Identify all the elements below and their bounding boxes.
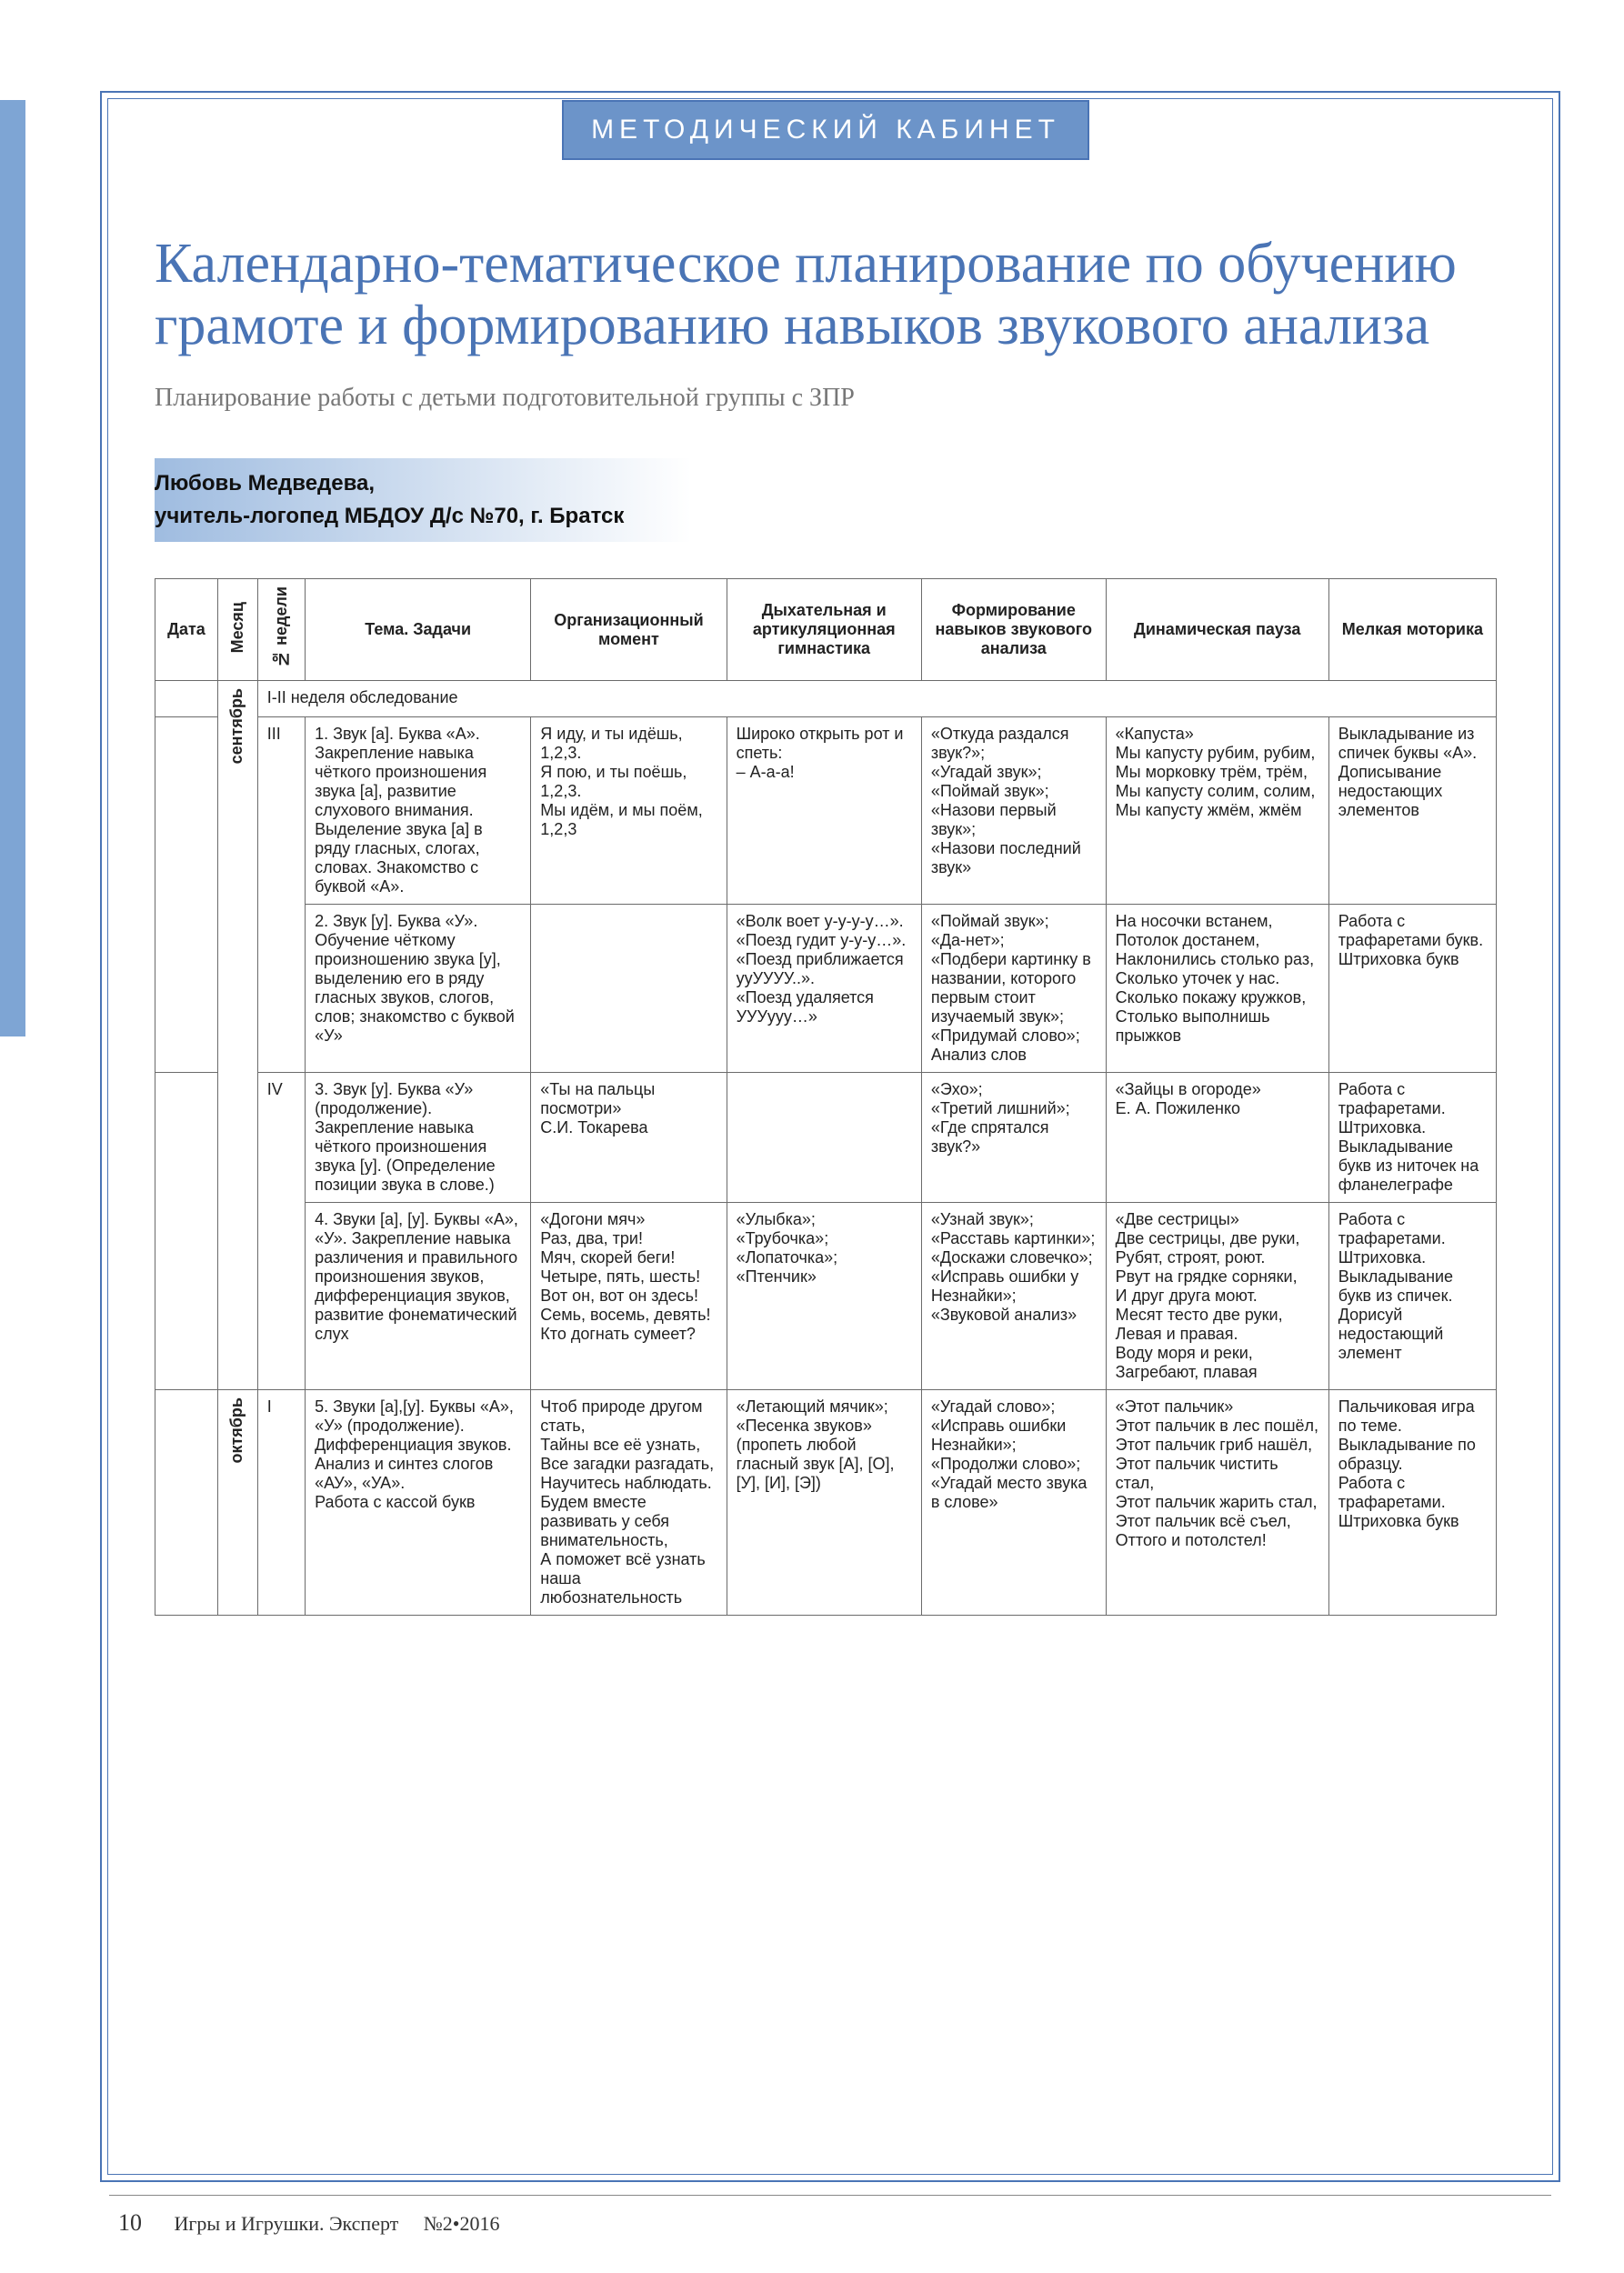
survey-label: I-II неделя обследование — [257, 681, 1496, 717]
motor-cell: Работа с трафаретами букв.Штриховка букв — [1328, 905, 1496, 1073]
page-footer: 10 Игры и Игрушки. Эксперт №2•2016 — [118, 2209, 499, 2237]
table-row: 4. Звуки [а], [у]. Буквы «А», «У». Закре… — [155, 1203, 1497, 1390]
week-cell: I — [257, 1390, 305, 1616]
table-body: сентябрь I-II неделя обследование III 1.… — [155, 681, 1497, 1616]
table-row: 2. Звук [у]. Буква «У». Обучение чёткому… — [155, 905, 1497, 1073]
month-cell-sep: сентябрь — [218, 681, 258, 1390]
week-cell: IV — [257, 1073, 305, 1390]
author-block: Любовь Медведева, учитель-логопед МБДОУ … — [155, 458, 1497, 542]
theme-cell: 1. Звук [а]. Буква «А». Закрепление навы… — [306, 717, 531, 905]
org-cell: «Догони мяч»Раз, два, три!Мяч, скорей бе… — [531, 1203, 727, 1390]
dyn-cell: «Капуста»Мы капусту рубим, рубим,Мы морк… — [1106, 717, 1328, 905]
week-cell: III — [257, 717, 305, 1073]
dyn-cell: На носочки встанем,Потолок достанем,Накл… — [1106, 905, 1328, 1073]
org-cell: Чтоб природе другом стать,Тайны все её у… — [531, 1390, 727, 1616]
motor-cell: Выкладывание из спичек буквы «А».Дописыв… — [1328, 717, 1496, 905]
col-theme: Тема. Задачи — [306, 579, 531, 681]
form-cell: «Поймай звук»;«Да-нет»;«Подбери картинку… — [921, 905, 1106, 1073]
org-cell — [531, 905, 727, 1073]
table-row: октябрь I 5. Звуки [а],[у]. Буквы «А», «… — [155, 1390, 1497, 1616]
section-header-label: МЕТОДИЧЕСКИЙ КАБИНЕТ — [562, 100, 1089, 160]
issue-label: №2•2016 — [424, 2212, 500, 2235]
col-org: Организационный момент — [531, 579, 727, 681]
col-date: Дата — [155, 579, 218, 681]
date-cell — [155, 1073, 218, 1390]
breath-cell: «Летающий мячик»;«Песенка звуков» (пропе… — [727, 1390, 921, 1616]
col-motor: Мелкая моторика — [1328, 579, 1496, 681]
page-number: 10 — [118, 2209, 142, 2236]
dyn-cell: «Две сестрицы»Две сестрицы, две руки,Руб… — [1106, 1203, 1328, 1390]
left-accent-bar — [0, 100, 25, 1036]
theme-cell: 4. Звуки [а], [у]. Буквы «А», «У». Закре… — [306, 1203, 531, 1390]
org-cell: Я иду, и ты идёшь,1,2,3.Я пою, и ты поёш… — [531, 717, 727, 905]
dyn-cell: «Этот пальчик»Этот пальчик в лес пошёл,Э… — [1106, 1390, 1328, 1616]
col-form: Формирование навыков звукового анализа — [921, 579, 1106, 681]
survey-row: сентябрь I-II неделя обследование — [155, 681, 1497, 717]
col-week: № недели — [257, 579, 305, 681]
breath-cell — [727, 1073, 921, 1203]
motor-cell: Пальчиковая игра по теме.Выкладывание по… — [1328, 1390, 1496, 1616]
footer-rule — [109, 2195, 1551, 2196]
cell-empty — [155, 681, 218, 717]
form-cell: «Узнай звук»;«Расставь картинки»;«Доскаж… — [921, 1203, 1106, 1390]
page-title: Календарно-тематическое планирование по … — [155, 233, 1497, 356]
table-row: IV 3. Звук [у]. Буква «У» (продолжение).… — [155, 1073, 1497, 1203]
table-head: Дата Месяц № недели Тема. Задачи Организ… — [155, 579, 1497, 681]
date-cell — [155, 717, 218, 1073]
date-cell — [155, 1390, 218, 1616]
breath-cell: Широко открыть рот и спеть:– А-а-а! — [727, 717, 921, 905]
author-role: учитель-логопед МБДОУ Д/с №70, г. Братск — [155, 500, 1488, 533]
section-header: МЕТОДИЧЕСКИЙ КАБИНЕТ — [507, 100, 1144, 160]
form-cell: «Откуда раздался звук?»;«Угадай звук»;«П… — [921, 717, 1106, 905]
form-cell: «Угадай слово»;«Исправь ошибки Незнайки»… — [921, 1390, 1106, 1616]
author-name: Любовь Медведева, — [155, 467, 1488, 500]
org-cell: «Ты на пальцы посмотри»С.И. Токарева — [531, 1073, 727, 1203]
journal-name: Игры и Игрушки. Эксперт — [175, 2212, 399, 2235]
theme-cell: 2. Звук [у]. Буква «У». Обучение чёткому… — [306, 905, 531, 1073]
form-cell: «Эхо»;«Третий лишний»;«Где спрятался зву… — [921, 1073, 1106, 1203]
planning-table: Дата Месяц № недели Тема. Задачи Организ… — [155, 578, 1497, 1616]
col-dyn: Динамическая пауза — [1106, 579, 1328, 681]
col-breath: Дыхательная и артикуляционная гимнастика — [727, 579, 921, 681]
content: Календарно-тематическое планирование по … — [109, 196, 1542, 1616]
page-subtitle: Планирование работы с детьми подготовите… — [155, 384, 1497, 413]
theme-cell: 3. Звук [у]. Буква «У» (продолжение). За… — [306, 1073, 531, 1203]
theme-cell: 5. Звуки [а],[у]. Буквы «А», «У» (продол… — [306, 1390, 531, 1616]
dyn-cell: «Зайцы в огороде»Е. А. Пожиленко — [1106, 1073, 1328, 1203]
breath-cell: «Волк воет у-у-у-у…».«Поезд гудит у-у-у…… — [727, 905, 921, 1073]
table-row: III 1. Звук [а]. Буква «А». Закрепление … — [155, 717, 1497, 905]
month-cell-oct: октябрь — [218, 1390, 258, 1616]
motor-cell: Работа с трафаретами.Штриховка.Выкладыва… — [1328, 1073, 1496, 1203]
col-month: Месяц — [218, 579, 258, 681]
breath-cell: «Улыбка»;«Трубочка»;«Лопаточка»;«Птенчик… — [727, 1203, 921, 1390]
page: МЕТОДИЧЕСКИЙ КАБИНЕТ Календарно-тематиче… — [0, 0, 1624, 2273]
motor-cell: Работа с трафаретами.Штриховка.Выкладыва… — [1328, 1203, 1496, 1390]
